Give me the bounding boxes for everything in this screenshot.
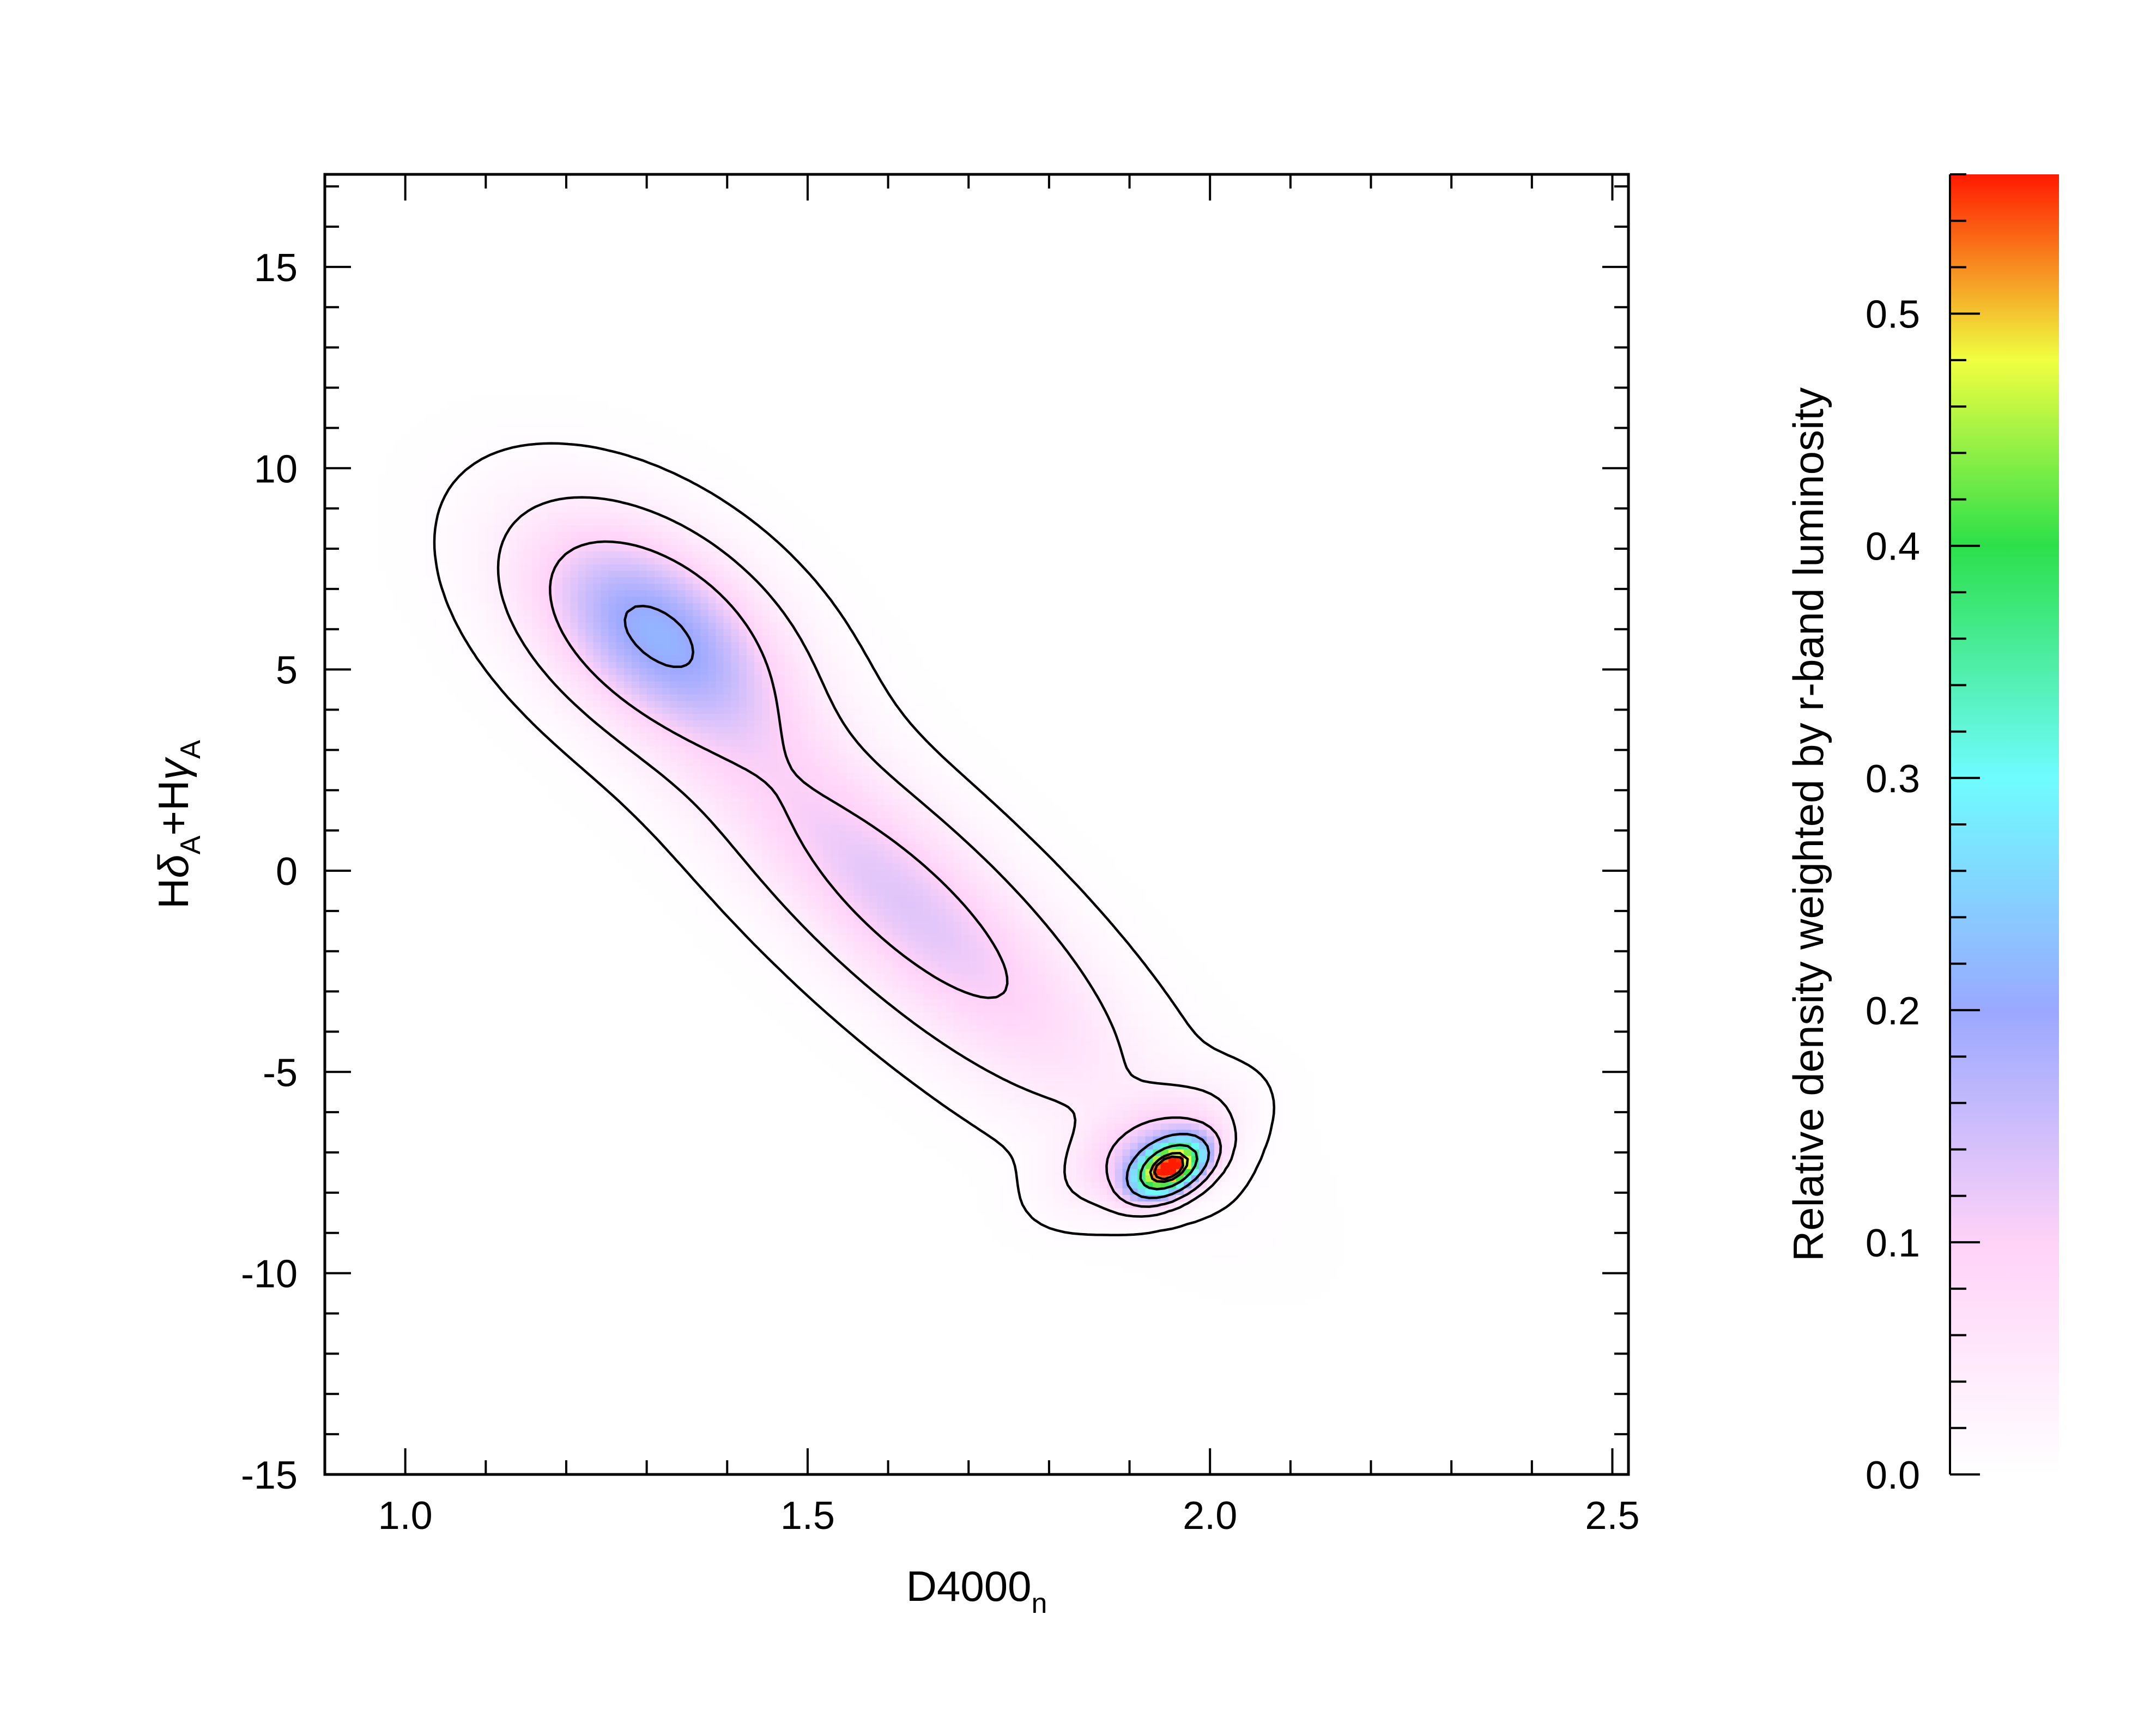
y-title-gamma: γ [149,757,197,780]
x-tick-label: 2.0 [1183,1494,1237,1538]
colorbar-ticks: 0.0 0.1 0.2 0.3 0.4 0.5 [1866,173,1980,1497]
y-title-h1: H [149,878,197,909]
contour-level-0 [433,442,1276,1236]
contour-level-3 [623,604,1210,1199]
plot-area: 1.0 1.5 2.0 2.5 -15 -10 -5 0 5 10 15 [241,173,1640,1538]
x-axis-ticks: 1.0 1.5 2.0 2.5 [324,174,1640,1538]
y-tick-label: 15 [254,246,298,290]
colorbar-tick-label: 0.5 [1866,293,1920,337]
x-tick-label: 2.5 [1585,1494,1639,1538]
x-tick-label: 1.5 [780,1494,835,1538]
x-axis-title: D4000n [906,1562,1047,1619]
x-tick-label: 1.0 [378,1494,433,1538]
plot-frame [323,173,1630,1476]
y-title-sub1: A [175,835,207,854]
x-axis-title-subscript: n [1031,1588,1047,1619]
contour-level-5 [1149,1151,1189,1183]
y-axis-title: HδA+HγA [149,740,207,909]
colorbar-tick-label: 0.1 [1866,1222,1920,1265]
colorbar: 0.0 0.1 0.2 0.3 0.4 0.5 Relative density weig… [1784,173,2059,1497]
density-heatmap [325,174,1628,1474]
colorbar-tick-label: 0.0 [1866,1454,1920,1497]
y-title-delta: δ [149,854,197,878]
y-tick-label: -10 [241,1253,298,1296]
colorbar-tick-label: 0.3 [1866,757,1920,801]
colorbar-gradient [1950,174,2059,1474]
y-title-sub2: A [175,740,207,759]
x-axis-title-main: D4000 [906,1562,1032,1610]
y-tick-label: -5 [263,1051,298,1095]
colorbar-tick-label: 0.2 [1866,990,1920,1033]
y-tick-label: 10 [254,447,298,491]
contour-lines [433,442,1276,1236]
colorbar-tick-label: 0.4 [1866,525,1920,569]
y-tick-label: -15 [241,1454,298,1497]
y-axis-ticks: -15 -10 -5 0 5 10 15 [241,185,1628,1497]
contour-level-6 [1153,1155,1184,1181]
colorbar-title: Relative density weighted by r-band lumi… [1784,387,1832,1261]
y-title-plus-h: +H [149,780,197,836]
contour-level-4 [1139,1144,1198,1191]
contour-level-1 [496,496,1238,1218]
contour-level-2 [549,540,1222,1208]
y-tick-label: 5 [276,649,298,693]
y-tick-label: 0 [276,850,298,894]
